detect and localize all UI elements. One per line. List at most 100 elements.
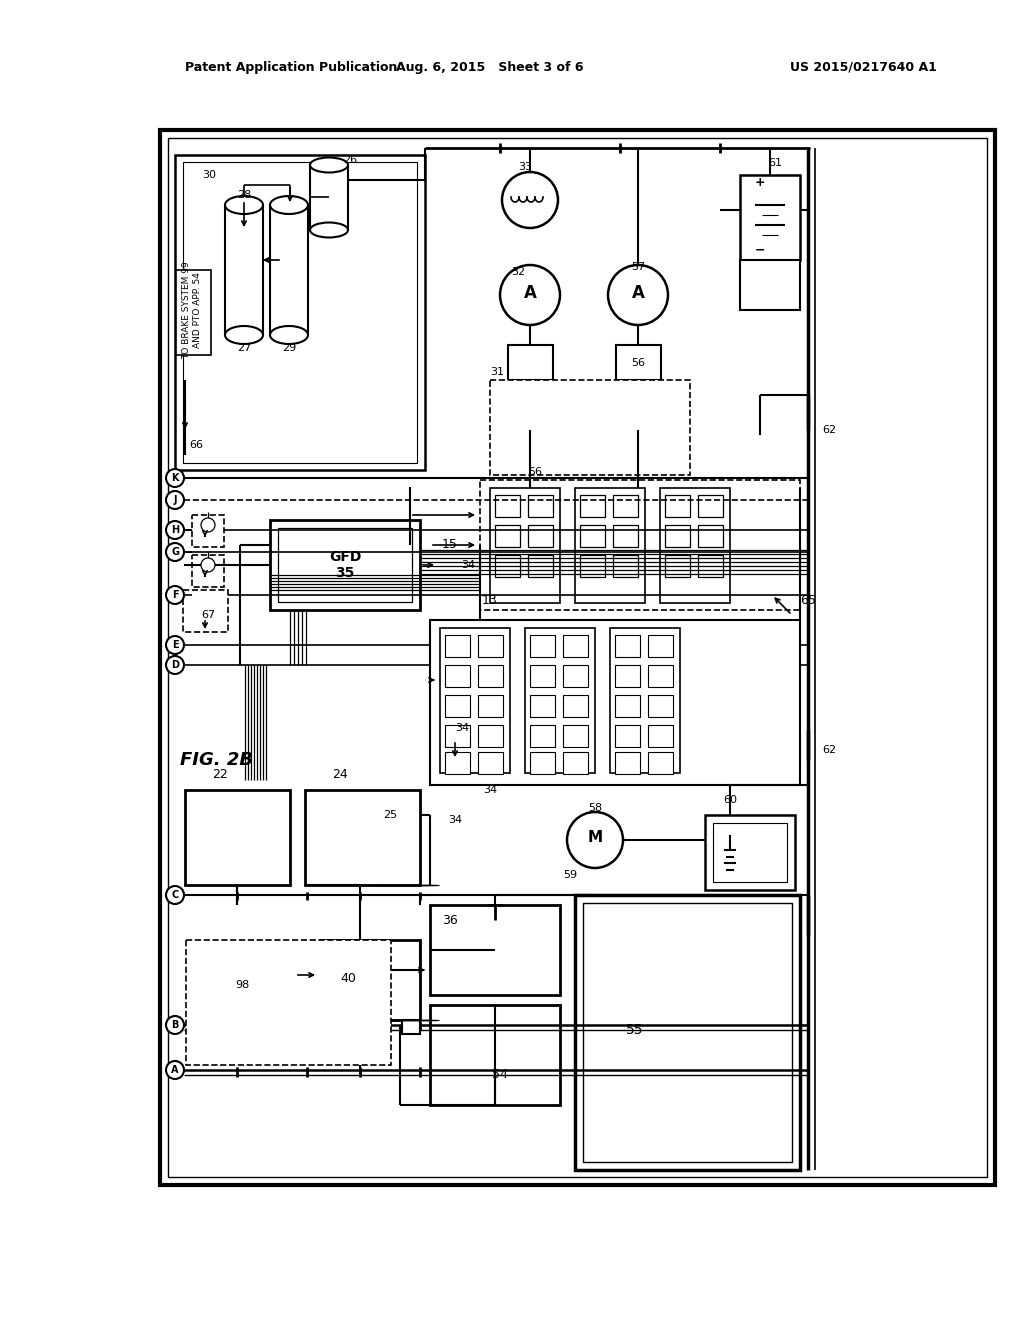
Bar: [490, 380, 690, 475]
Text: 29: 29: [282, 343, 296, 352]
Ellipse shape: [225, 326, 263, 345]
Text: G: G: [171, 546, 179, 557]
Bar: [402, 1020, 420, 1034]
Text: B: B: [171, 1020, 178, 1030]
Bar: [305, 789, 420, 884]
Text: 34: 34: [483, 785, 497, 795]
Text: 22: 22: [212, 768, 228, 781]
Text: 34: 34: [455, 723, 469, 733]
Bar: [563, 665, 588, 686]
Bar: [528, 495, 553, 517]
Bar: [530, 635, 555, 657]
Bar: [508, 345, 553, 380]
Text: A: A: [632, 284, 644, 302]
Bar: [478, 752, 503, 774]
Bar: [615, 725, 640, 747]
Bar: [430, 1005, 560, 1105]
Bar: [270, 205, 308, 335]
Bar: [310, 165, 348, 230]
Bar: [648, 635, 673, 657]
Text: 25: 25: [383, 810, 397, 820]
Text: 67: 67: [201, 610, 215, 620]
Circle shape: [500, 265, 560, 325]
Text: 27: 27: [237, 343, 251, 352]
Text: 32: 32: [511, 267, 525, 277]
Bar: [193, 554, 224, 587]
Text: 15: 15: [442, 539, 458, 552]
Text: A: A: [171, 1065, 179, 1074]
Text: 24: 24: [332, 768, 348, 781]
Circle shape: [502, 172, 558, 228]
Text: 13: 13: [482, 594, 498, 606]
Circle shape: [608, 265, 668, 325]
Text: 59: 59: [563, 870, 578, 880]
Circle shape: [201, 558, 215, 572]
Text: 26: 26: [343, 154, 357, 165]
Text: −: −: [755, 243, 765, 256]
Bar: [530, 665, 555, 686]
Text: 34: 34: [447, 814, 462, 825]
Ellipse shape: [310, 157, 348, 173]
Text: 65: 65: [800, 594, 816, 606]
Bar: [445, 752, 470, 774]
Bar: [583, 903, 792, 1162]
Bar: [563, 635, 588, 657]
Bar: [168, 139, 987, 1177]
Bar: [225, 205, 263, 335]
Text: 57: 57: [631, 261, 645, 272]
Circle shape: [166, 656, 184, 675]
Bar: [319, 940, 420, 1020]
Bar: [648, 725, 673, 747]
Bar: [495, 495, 520, 517]
Text: 36: 36: [442, 913, 458, 927]
Ellipse shape: [270, 195, 308, 214]
Bar: [478, 635, 503, 657]
Bar: [613, 525, 638, 546]
Text: F: F: [172, 590, 178, 601]
Text: K: K: [171, 473, 179, 483]
Bar: [610, 628, 680, 774]
Bar: [665, 525, 690, 546]
Bar: [430, 620, 800, 785]
Text: 34: 34: [461, 560, 475, 570]
Bar: [613, 495, 638, 517]
Ellipse shape: [225, 195, 263, 214]
Bar: [530, 752, 555, 774]
Text: 66: 66: [189, 440, 203, 450]
Bar: [580, 495, 605, 517]
Bar: [193, 598, 224, 630]
Bar: [183, 162, 417, 463]
Circle shape: [567, 812, 623, 869]
Text: 56: 56: [528, 467, 542, 477]
Text: 61: 61: [768, 158, 782, 168]
Text: 56: 56: [631, 358, 645, 368]
Bar: [698, 525, 723, 546]
Text: 55: 55: [627, 1023, 644, 1038]
Bar: [445, 665, 470, 686]
Text: 62: 62: [822, 425, 837, 436]
Bar: [616, 345, 662, 380]
Text: FIG. 2B: FIG. 2B: [180, 751, 253, 770]
Bar: [563, 696, 588, 717]
Bar: [445, 696, 470, 717]
Bar: [698, 554, 723, 577]
Text: J: J: [173, 495, 177, 506]
Bar: [278, 528, 412, 602]
Bar: [528, 525, 553, 546]
Bar: [445, 725, 470, 747]
Bar: [270, 520, 420, 610]
Circle shape: [166, 636, 184, 653]
Text: C: C: [171, 890, 178, 900]
Text: TO BRAKE SYSTEM 99
AND PTO APP. 54: TO BRAKE SYSTEM 99 AND PTO APP. 54: [182, 261, 202, 359]
Text: 31: 31: [490, 367, 504, 378]
Bar: [613, 554, 638, 577]
Bar: [175, 154, 425, 470]
Bar: [648, 696, 673, 717]
Bar: [530, 725, 555, 747]
Bar: [186, 940, 391, 1065]
Bar: [193, 515, 224, 546]
Bar: [478, 725, 503, 747]
Bar: [575, 895, 800, 1170]
Text: 54: 54: [493, 1068, 508, 1081]
Circle shape: [166, 1016, 184, 1034]
